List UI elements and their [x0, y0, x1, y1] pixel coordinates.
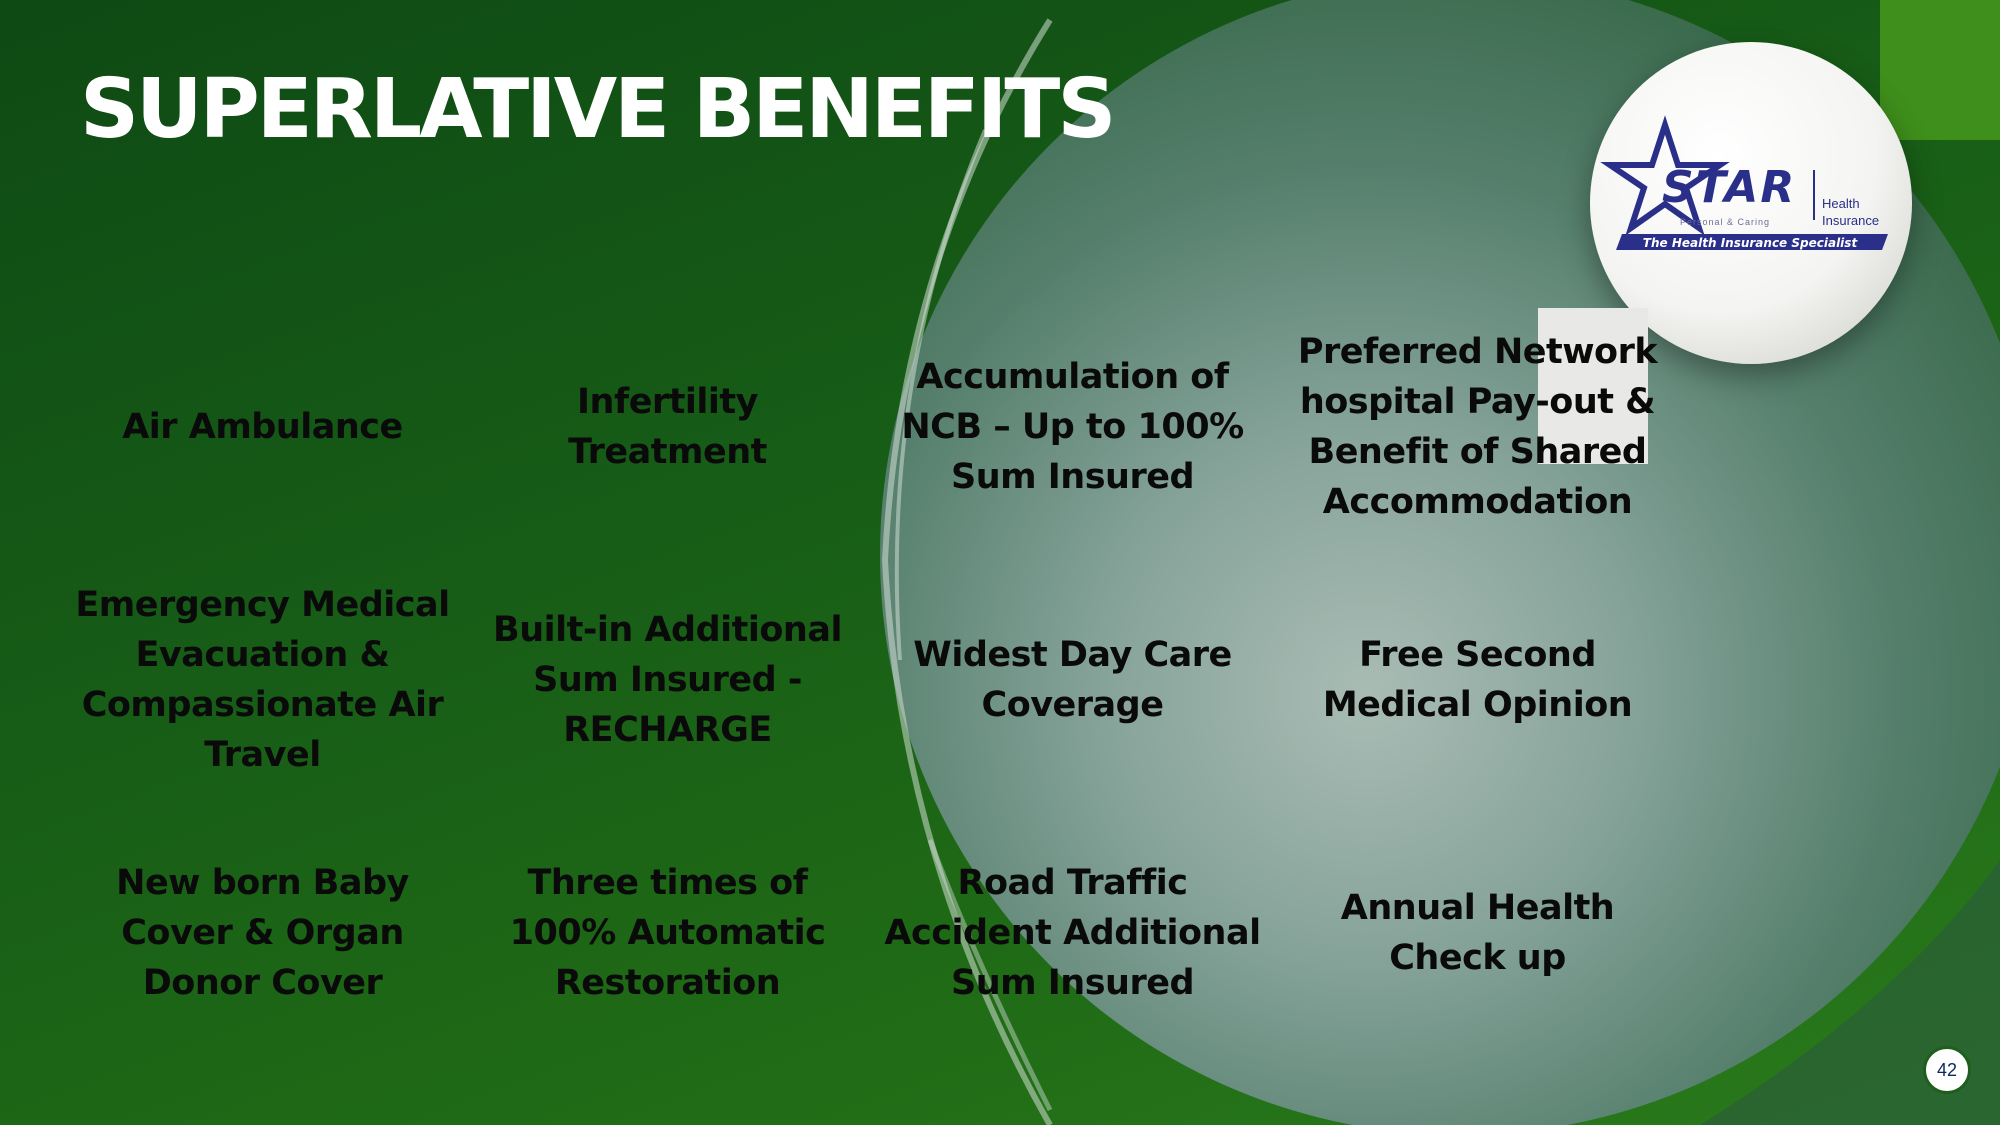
benefit-text: New born Baby Cover & Organ Donor Cover — [116, 863, 409, 1004]
star-icon — [1600, 115, 1730, 236]
svg-text:Health: Health — [1822, 196, 1860, 211]
benefit-cell: Annual Health Check up — [1275, 807, 1680, 1060]
page-number-badge: 42 — [1923, 1046, 1971, 1094]
benefit-cell: Air Ambulance — [60, 300, 465, 553]
benefit-cell: Road Traffic Accident Additional Sum Ins… — [870, 807, 1275, 1060]
svg-text:Personal & Caring: Personal & Caring — [1680, 217, 1770, 227]
benefit-text: Built-in Additional Sum Insured - RECHAR… — [493, 609, 842, 750]
benefit-cell: Free Second Medical Opinion — [1275, 553, 1680, 806]
benefit-cell: Emergency Medical Evacuation & Compassio… — [60, 553, 465, 806]
benefit-cell: Widest Day Care Coverage — [870, 553, 1275, 806]
benefit-cell: New born Baby Cover & Organ Donor Cover — [60, 807, 465, 1060]
page-number: 42 — [1936, 1059, 1958, 1080]
benefit-text: Three times of 100% Automatic Restoratio… — [509, 863, 826, 1004]
benefit-text: Emergency Medical Evacuation & Compassio… — [75, 584, 450, 775]
benefit-text: Preferred Network hospital Pay-out & Ben… — [1297, 331, 1658, 522]
svg-text:Insurance: Insurance — [1822, 213, 1879, 228]
benefit-text: Air Ambulance — [122, 406, 403, 447]
benefit-text: Widest Day Care Coverage — [913, 634, 1232, 725]
svg-text:The Health Insurance Specialis: The Health Insurance Specialist — [1643, 236, 1859, 250]
benefit-cell: Infertility Treatment — [465, 300, 870, 553]
benefit-cell: Three times of 100% Automatic Restoratio… — [465, 807, 870, 1060]
benefit-text: Infertility Treatment — [568, 381, 767, 472]
star-health-logo: STAR Health Insurance Personal & Caring … — [1600, 115, 1888, 250]
benefit-cell: Preferred Network hospital Pay-out & Ben… — [1275, 300, 1680, 553]
benefits-grid: Air Ambulance Infertility Treatment Accu… — [60, 300, 1680, 1060]
benefit-cell: Accumulation of NCB – Up to 100% Sum Ins… — [870, 300, 1275, 553]
benefit-cell: Built-in Additional Sum Insured - RECHAR… — [465, 553, 870, 806]
benefit-text: Free Second Medical Opinion — [1322, 634, 1633, 725]
benefit-text: Road Traffic Accident Additional Sum Ins… — [884, 863, 1261, 1004]
benefit-text: Annual Health Check up — [1340, 888, 1615, 979]
benefit-text: Accumulation of NCB – Up to 100% Sum Ins… — [901, 356, 1244, 497]
svg-text:STAR: STAR — [1662, 162, 1796, 213]
slide-title: SUPERLATIVE BENEFITS — [80, 62, 1116, 157]
highlight-patch — [1538, 308, 1648, 464]
